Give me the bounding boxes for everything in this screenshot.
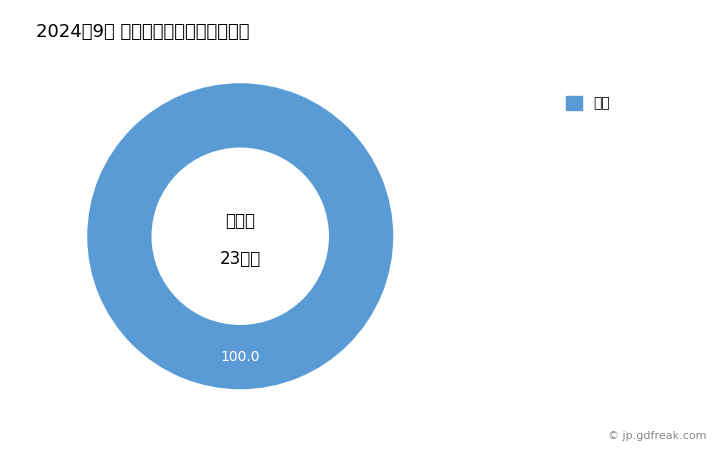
Legend: 米国: 米国 bbox=[560, 90, 616, 116]
Wedge shape bbox=[87, 83, 393, 389]
Text: © jp.gdfreak.com: © jp.gdfreak.com bbox=[608, 431, 706, 441]
Text: 2024年9月 輸出相手国のシェア（％）: 2024年9月 輸出相手国のシェア（％） bbox=[36, 22, 250, 40]
Text: 総　額: 総 額 bbox=[225, 212, 256, 230]
Text: 23万円: 23万円 bbox=[220, 250, 261, 268]
Text: 100.0: 100.0 bbox=[221, 350, 260, 364]
